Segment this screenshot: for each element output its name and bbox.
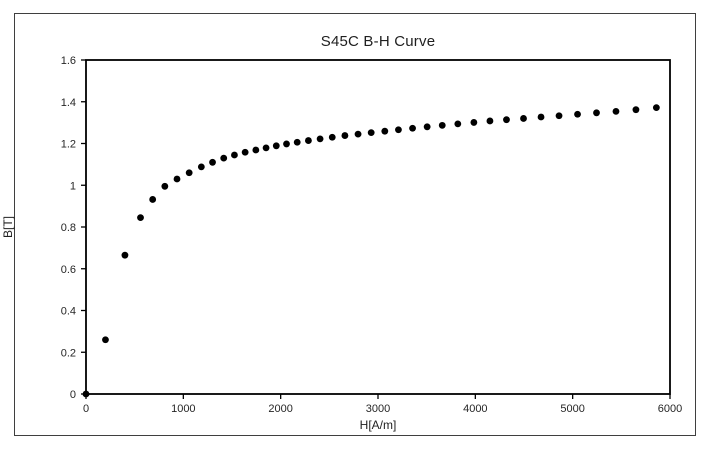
data-point [231,151,238,159]
data-point [632,106,640,114]
y-axis-title: B[T] [1,216,15,239]
y-tick-label: 0.2 [61,347,76,359]
data-point [381,127,389,135]
plot-area-border [85,59,671,395]
data-point [520,115,527,122]
y-tick-label: 0.8 [61,222,76,234]
y-tick-label: 1.4 [61,97,76,109]
x-tick-label: 5000 [560,403,584,415]
data-point [316,135,324,143]
data-point [185,169,193,177]
data-point [354,130,362,138]
y-tick-label: 1 [70,180,76,192]
data-point [173,175,181,183]
x-tick-label: 0 [83,403,89,415]
data-point [149,196,157,203]
x-tick-label: 1000 [171,403,195,415]
data-point [423,123,431,131]
data-point [220,154,228,162]
data-point [593,109,600,117]
data-point [283,140,290,148]
data-point [209,158,216,166]
data-point [293,138,301,146]
data-point [454,120,462,128]
x-tick-label: 3000 [366,403,390,415]
data-point [574,110,581,118]
y-tick-label: 1.2 [61,139,76,151]
data-point [438,121,446,129]
data-point [409,124,416,132]
data-point [305,137,312,144]
y-tick-label: 0.6 [61,264,76,276]
y-tick-label: 0 [70,389,76,401]
x-tick-label: 4000 [463,403,487,415]
data-point [537,113,545,121]
y-tick-label: 1.6 [61,55,76,67]
data-point [102,336,109,344]
data-point [395,126,402,134]
data-point [470,119,478,126]
data-point [555,112,563,120]
x-tick-label: 6000 [658,403,682,415]
data-point [197,163,205,171]
data-point [486,117,494,125]
data-point [612,107,620,115]
data-point [252,146,260,154]
data-point [272,142,280,150]
x-axis-title: H[A/m] [359,418,397,432]
data-point [241,148,249,156]
data-point [137,214,144,222]
data-point [121,251,129,259]
y-tick-label: 0.4 [61,306,76,318]
data-point [341,132,349,139]
chart-title: S45C B-H Curve [320,33,436,50]
data-point [367,129,375,137]
figure-border [14,13,696,436]
data-point [262,144,270,152]
data-point [503,116,510,124]
x-tick-label: 2000 [268,403,292,415]
data-point [328,133,336,141]
data-point [652,104,660,111]
data-point [82,390,90,398]
data-point [161,182,169,190]
